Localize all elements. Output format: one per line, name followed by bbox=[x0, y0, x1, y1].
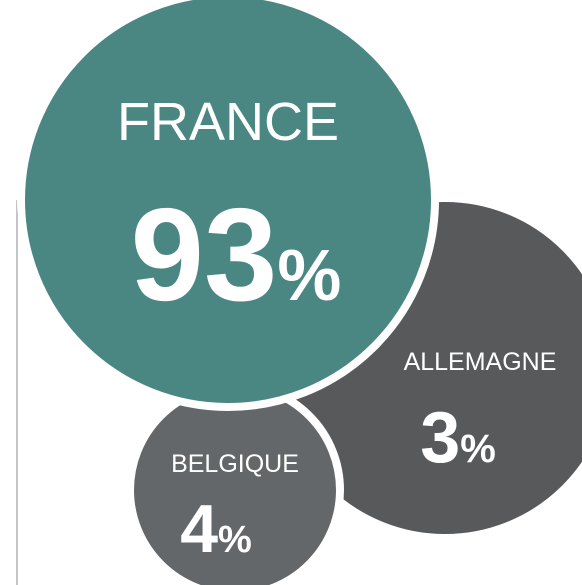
bubble bbox=[17, 0, 439, 411]
value-label: 93% bbox=[131, 181, 342, 328]
bubble-label: BELGIQUE bbox=[171, 450, 299, 478]
value-label: 3% bbox=[420, 398, 496, 478]
bubble-label: FRANCE bbox=[117, 92, 339, 152]
bubble-label: ALLEMAGNE bbox=[404, 348, 557, 376]
value-label: 4% bbox=[180, 491, 252, 567]
